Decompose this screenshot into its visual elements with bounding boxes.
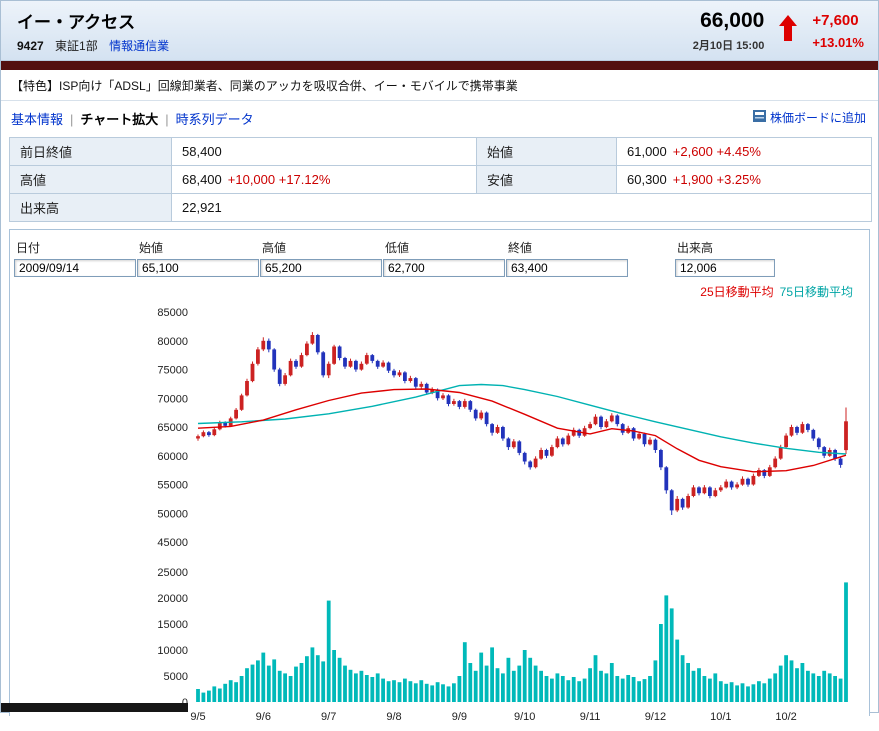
readout-low-field[interactable]: 62,700: [383, 259, 505, 277]
open-change: +2,600 +4.45%: [672, 144, 761, 159]
legend-ma75: 75日移動平均: [779, 285, 853, 299]
company-block: イー・アクセス 9427 東証1部 情報通信業: [15, 8, 169, 54]
readout-close-label: 終値: [508, 241, 533, 255]
readout-date: 日付 2009/09/14: [14, 238, 136, 277]
svg-text:15000: 15000: [157, 619, 188, 631]
change-block: +7,600 +13.01%: [812, 12, 864, 50]
company-feature-text: 【特色】ISP向け「ADSL」回線卸業者、同業のアッカを吸収合併、イー・モバイル…: [1, 70, 878, 101]
chart-legend: 25日移動平均 75日移動平均: [10, 283, 869, 300]
legend-ma25: 25日移動平均: [700, 285, 774, 299]
svg-text:85000: 85000: [157, 307, 188, 319]
svg-text:10000: 10000: [157, 645, 188, 657]
current-price: 66,000: [700, 8, 765, 32]
svg-text:60000: 60000: [157, 451, 188, 463]
price-block: 66,000 2月10日 15:00: [693, 9, 765, 53]
sector-link[interactable]: 情報通信業: [109, 38, 170, 53]
table-row: 前日終値 58,400 始値 61,000 +2,600 +4.45%: [9, 137, 872, 166]
svg-text:50000: 50000: [157, 508, 188, 520]
nav-separator: |: [70, 112, 74, 127]
svg-text:5000: 5000: [164, 671, 188, 683]
volume-label: 出来高: [9, 193, 172, 222]
board-icon: [752, 110, 766, 125]
open-label: 始値: [476, 137, 617, 166]
stock-chart[interactable]: 85000 80000 75000 70000 65000 60000 55000 50000…: [112, 300, 860, 726]
readout-low-label: 低値: [385, 241, 410, 255]
chart-section: 日付 2009/09/14 始値 65,100 高値 65,200 低値 62,…: [9, 229, 870, 723]
tab-chart-expand[interactable]: チャート拡大: [80, 112, 159, 127]
readout-date-label: 日付: [16, 241, 41, 255]
readout-open-label: 始値: [139, 241, 164, 255]
add-to-board[interactable]: 株価ボードに追加: [752, 109, 866, 126]
price-summary: 66,000 2月10日 15:00 +7,600 +13.01%: [693, 9, 864, 53]
footer-strip: [1, 703, 188, 712]
readout-volume-field[interactable]: 12,006: [675, 259, 775, 277]
readout-high-field[interactable]: 65,200: [260, 259, 382, 277]
readout-close: 終値 63,400: [506, 238, 628, 277]
readout-low: 低値 62,700: [383, 238, 505, 277]
volume-value: 22,921: [171, 193, 872, 222]
svg-text:75000: 75000: [157, 365, 188, 377]
prev-close-value: 58,400: [171, 137, 477, 166]
svg-text:20000: 20000: [157, 593, 188, 605]
company-name: イー・アクセス: [17, 12, 136, 32]
tab-basic-info[interactable]: 基本情報: [11, 112, 64, 127]
tab-nav: 基本情報 | チャート拡大 | 時系列データ 株価ボードに追加: [1, 101, 878, 135]
table-row: 高値 68,400 +10,000 +17.12% 安値 60,300 +1,900…: [9, 165, 872, 194]
high-change: +10,000 +17.12%: [227, 172, 331, 187]
code-line: 9427 東証1部 情報通信業: [17, 37, 169, 54]
readout-volume-label: 出来高: [677, 241, 714, 255]
readout-open-field[interactable]: 65,100: [137, 259, 259, 277]
maroon-divider: [1, 61, 878, 70]
price-change-percent: +13.01%: [812, 34, 864, 50]
readout-close-field[interactable]: 63,400: [506, 259, 628, 277]
prev-close-label: 前日終値: [9, 137, 172, 166]
tab-time-series[interactable]: 時系列データ: [175, 112, 254, 127]
price-summary-table: 前日終値 58,400 始値 61,000 +2,600 +4.45% 高値 68…: [9, 137, 872, 222]
low-value: 60,300: [627, 172, 667, 187]
chart-wrap: 85000 80000 75000 70000 65000 60000 55000 50000…: [112, 300, 869, 731]
high-value: 68,400: [182, 172, 222, 187]
low-change: +1,900 +3.25%: [672, 172, 761, 187]
svg-text:70000: 70000: [157, 393, 188, 405]
low-label: 安値: [476, 165, 617, 194]
stock-header: イー・アクセス 9427 東証1部 情報通信業 66,000 2月10日 15:…: [1, 1, 878, 61]
open-value: 61,000: [627, 144, 667, 159]
svg-text:65000: 65000: [157, 422, 188, 434]
stock-code: 9427: [17, 38, 44, 53]
readout-high-label: 高値: [262, 241, 287, 255]
ohlc-readout-row: 日付 2009/09/14 始値 65,100 高値 65,200 低値 62,…: [10, 230, 869, 281]
exchange-label: 東証1部: [55, 38, 98, 53]
readout-open: 始値 65,100: [137, 238, 259, 277]
nav-separator: |: [165, 112, 169, 127]
low-value-cell: 60,300 +1,900 +3.25%: [616, 165, 872, 194]
high-value-cell: 68,400 +10,000 +17.12%: [171, 165, 477, 194]
readout-date-field[interactable]: 2009/09/14: [14, 259, 136, 277]
open-value-cell: 61,000 +2,600 +4.45%: [616, 137, 872, 166]
readout-volume: 出来高 12,006: [675, 238, 775, 277]
high-label: 高値: [9, 165, 172, 194]
svg-text:45000: 45000: [157, 537, 188, 549]
quote-datetime: 2月10日 15:00: [692, 39, 765, 52]
svg-text:55000: 55000: [157, 480, 188, 492]
price-change: +7,600: [812, 11, 859, 29]
readout-high: 高値 65,200: [260, 238, 382, 277]
svg-text:80000: 80000: [157, 336, 188, 348]
table-row: 出来高 22,921: [9, 193, 872, 222]
svg-text:25000: 25000: [157, 567, 188, 579]
up-arrow-icon: [778, 14, 798, 47]
add-to-board-link[interactable]: 株価ボードに追加: [769, 111, 866, 125]
